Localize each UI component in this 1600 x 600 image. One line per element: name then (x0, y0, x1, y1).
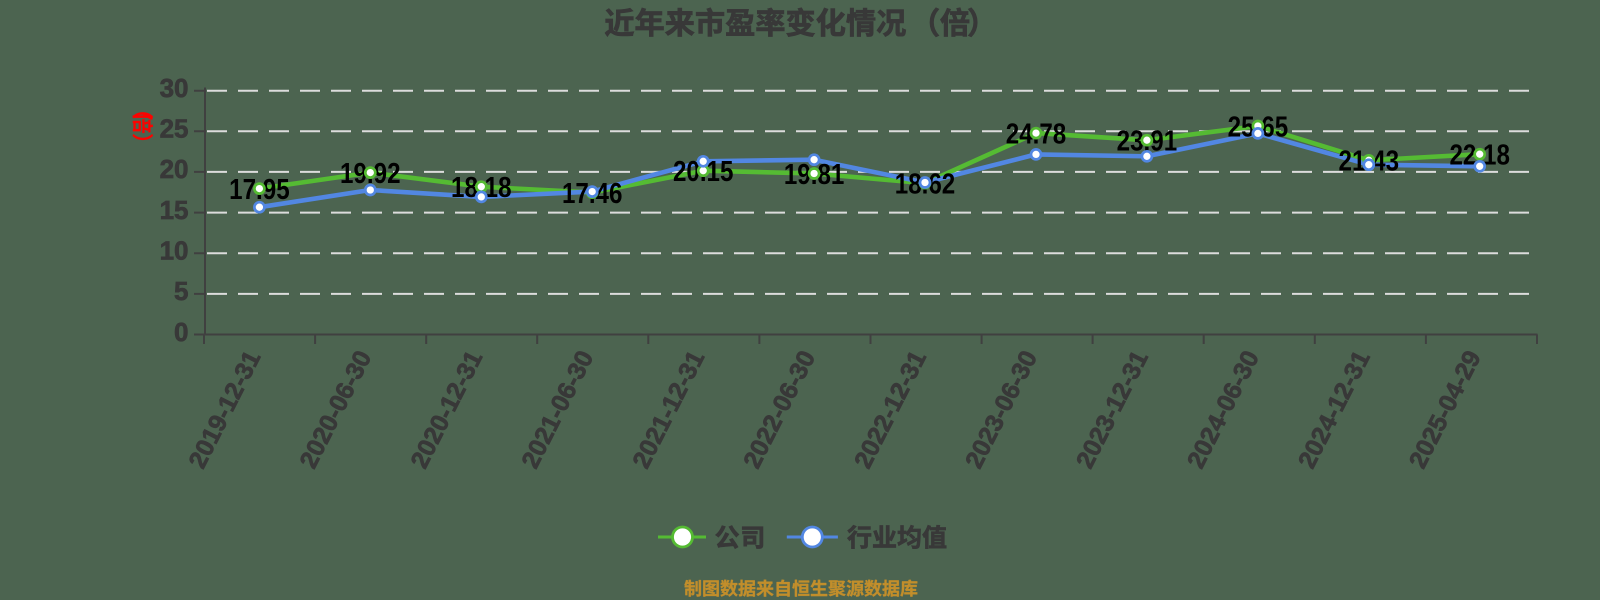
svg-text:15: 15 (160, 195, 189, 225)
svg-text:25: 25 (160, 114, 189, 144)
svg-text:20: 20 (160, 154, 189, 184)
svg-text:10: 10 (160, 236, 189, 266)
svg-text:0: 0 (174, 317, 188, 347)
svg-text:30: 30 (160, 73, 189, 103)
svg-text:5: 5 (174, 276, 188, 306)
